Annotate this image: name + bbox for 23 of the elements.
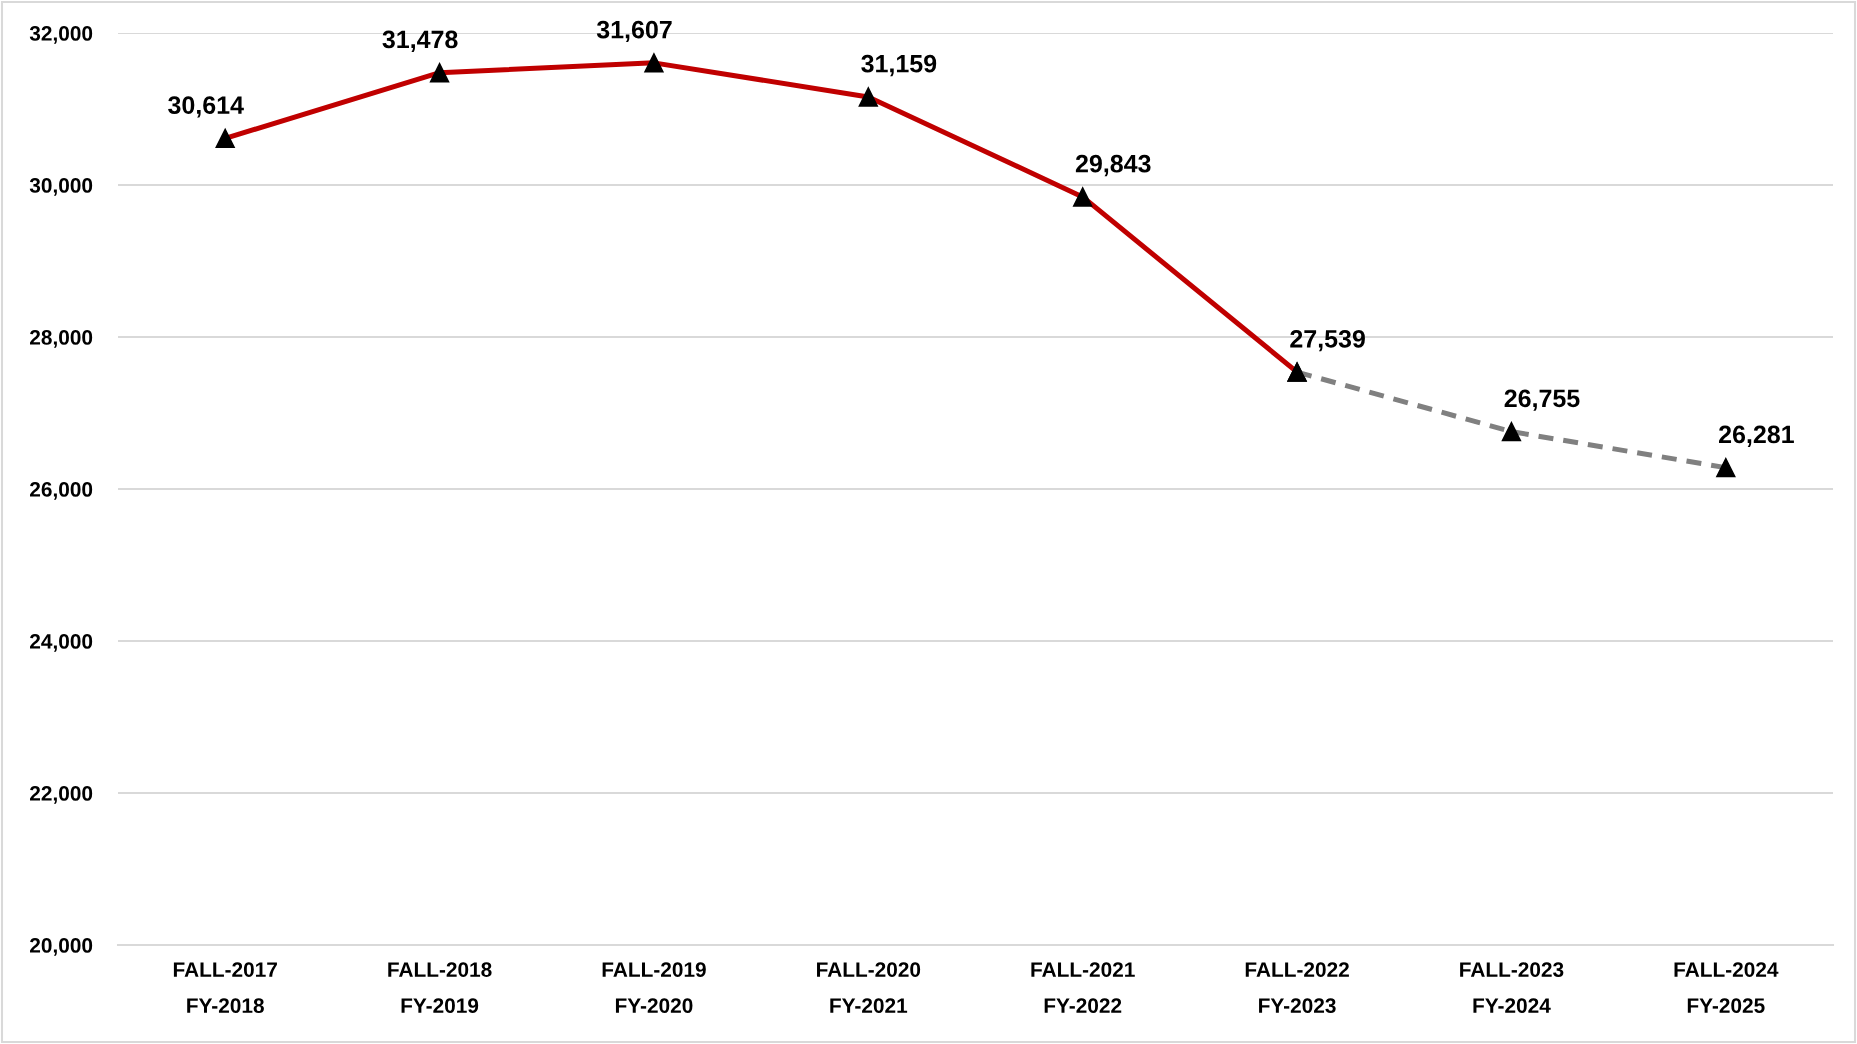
data-label: 29,843 bbox=[1075, 154, 1151, 177]
x-tick-label: FALL-2021 FY-2022 bbox=[1031, 962, 1135, 1013]
x-tick-label: FALL-2022 FY-2023 bbox=[1245, 962, 1349, 1014]
x-tick-label: FALL-2017 FY-2018 bbox=[173, 962, 277, 1013]
x-tick-label: FALL-2024 FY-2025 bbox=[1674, 962, 1779, 1013]
x-tick-label: FALL-2018 FY-2019 bbox=[388, 962, 492, 1013]
data-label: 30,614 bbox=[168, 96, 244, 118]
y-tick-label: 28,000 bbox=[30, 330, 93, 348]
y-tick-label: 22,000 bbox=[30, 786, 93, 804]
y-tick-label: 30,000 bbox=[29, 178, 93, 196]
data-label: 31,159 bbox=[861, 54, 937, 77]
x-tick-label: FALL-2020 FY-2021 bbox=[817, 962, 921, 1013]
data-label: 31,607 bbox=[596, 20, 672, 43]
data-label: 26,755 bbox=[1504, 389, 1580, 411]
y-tick-label: 26,000 bbox=[30, 482, 93, 500]
data-label: 31,478 bbox=[382, 30, 458, 52]
y-tick-label: 20,000 bbox=[30, 938, 93, 956]
y-tick-label: 32,000 bbox=[29, 26, 93, 44]
x-tick-label: FALL-2023 FY-2024 bbox=[1460, 962, 1564, 1013]
data-label: 26,281 bbox=[1719, 425, 1794, 447]
data-label: 27,539 bbox=[1290, 329, 1365, 352]
x-tick-label: FALL-2019 FY-2020 bbox=[602, 962, 706, 1013]
y-tick-label: 24,000 bbox=[30, 634, 93, 652]
